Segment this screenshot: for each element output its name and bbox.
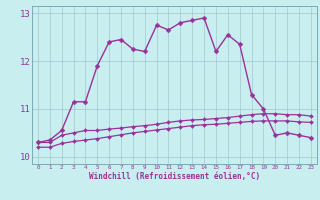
X-axis label: Windchill (Refroidissement éolien,°C): Windchill (Refroidissement éolien,°C)	[89, 172, 260, 181]
